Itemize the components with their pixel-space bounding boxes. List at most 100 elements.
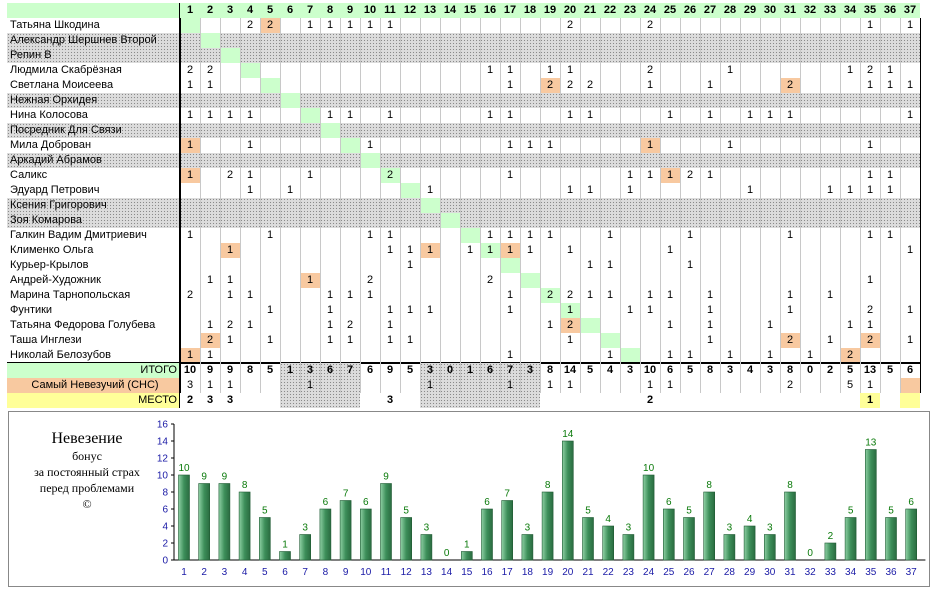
- caption-line-1: бонус: [72, 449, 102, 463]
- sns-cell: [280, 378, 300, 393]
- bar-27: [703, 491, 716, 561]
- score-cell: [340, 93, 360, 108]
- row-name: Людмила Скабрёзная: [10, 64, 122, 76]
- score-cell: [620, 333, 640, 348]
- score-cell: [260, 168, 280, 183]
- score-cell: [580, 168, 600, 183]
- score-cell: [380, 348, 400, 363]
- score-cell: [500, 183, 520, 198]
- sns-cell: [580, 378, 600, 393]
- score-cell: [300, 153, 320, 168]
- bar-20: [561, 440, 574, 561]
- score-cell: [800, 198, 820, 213]
- score-cell: [360, 108, 380, 123]
- score-cell: [460, 258, 480, 273]
- score-cell: [340, 168, 360, 183]
- sns-cell: 2: [786, 379, 794, 391]
- place-cell: [740, 393, 760, 408]
- score-cell: [680, 78, 700, 93]
- score-cell: 1: [306, 19, 314, 31]
- score-cell: [660, 63, 680, 78]
- score-cell: 2: [860, 333, 880, 348]
- score-cell: [520, 108, 540, 123]
- sns-cell: [800, 378, 820, 393]
- score-cell: [760, 138, 780, 153]
- x-tick-label-17: 17: [502, 567, 514, 578]
- score-cell: [540, 153, 560, 168]
- score-cell: [880, 288, 900, 303]
- grid-line: [420, 18, 421, 393]
- score-cell: 1: [486, 109, 494, 121]
- score-cell: 1: [526, 244, 534, 256]
- score-cell: [820, 303, 840, 318]
- score-cell: [560, 348, 580, 363]
- score-cell: [260, 348, 280, 363]
- score-cell: 1: [546, 319, 554, 331]
- score-cell: [880, 18, 900, 33]
- score-cell: [700, 198, 720, 213]
- col-header-15: 15: [460, 3, 480, 18]
- score-cell: [900, 168, 920, 183]
- row-name: Фунтики: [10, 304, 53, 316]
- place-cell: [360, 393, 380, 408]
- score-cell: 1: [846, 184, 854, 196]
- sns-cell: 1: [866, 379, 874, 391]
- place-cell: 1: [860, 393, 880, 408]
- score-cell: [740, 153, 760, 168]
- score-cell: [660, 78, 680, 93]
- score-cell: [580, 243, 600, 258]
- score-cell: [640, 333, 660, 348]
- score-cell: [360, 213, 380, 228]
- score-cell: [820, 33, 840, 48]
- score-cell: [360, 153, 380, 168]
- score-cell: [800, 33, 820, 48]
- x-tick-label-30: 30: [764, 567, 776, 578]
- score-cell: [280, 48, 300, 63]
- col-header-9: 9: [340, 3, 360, 18]
- score-cell: 1: [906, 79, 914, 91]
- score-cell: [320, 273, 340, 288]
- score-cell: [320, 348, 340, 363]
- score-cell: [240, 153, 260, 168]
- score-cell: [620, 288, 640, 303]
- bar-13: [420, 534, 433, 561]
- score-cell: [480, 213, 500, 228]
- score-cell: [880, 213, 900, 228]
- score-cell: [260, 183, 280, 198]
- score-cell: [460, 138, 480, 153]
- total-cell: 4: [746, 364, 754, 376]
- grid-line: [560, 18, 561, 393]
- score-cell: 1: [866, 139, 874, 151]
- copyright-mark: ©: [82, 497, 92, 511]
- score-cell: [900, 273, 920, 288]
- score-cell: [780, 93, 800, 108]
- score-cell: [400, 288, 420, 303]
- score-cell: [220, 228, 240, 243]
- score-cell: [200, 48, 220, 63]
- score-cell: [180, 18, 200, 33]
- row-name: Курьер-Крылов: [10, 259, 89, 271]
- score-cell: [740, 63, 760, 78]
- data-label-28: 3: [727, 523, 733, 534]
- score-cell: [760, 63, 780, 78]
- score-cell: [200, 138, 220, 153]
- score-cell: [580, 48, 600, 63]
- col-header-24: 24: [640, 3, 660, 18]
- score-cell: [440, 288, 460, 303]
- score-cell: [540, 303, 560, 318]
- total-cell: 3: [726, 364, 734, 376]
- score-cell: [840, 273, 860, 288]
- score-cell: [740, 243, 760, 258]
- sns-cell: [480, 378, 500, 393]
- col-header-3: 3: [220, 3, 240, 18]
- score-cell: [380, 183, 400, 198]
- score-cell: [500, 18, 520, 33]
- score-cell: [480, 123, 500, 138]
- score-cell: [880, 138, 900, 153]
- score-cell: [580, 123, 600, 138]
- score-cell: 1: [546, 64, 554, 76]
- score-cell: 1: [646, 169, 654, 181]
- score-cell: [780, 318, 800, 333]
- score-cell: [300, 93, 320, 108]
- score-cell: [340, 48, 360, 63]
